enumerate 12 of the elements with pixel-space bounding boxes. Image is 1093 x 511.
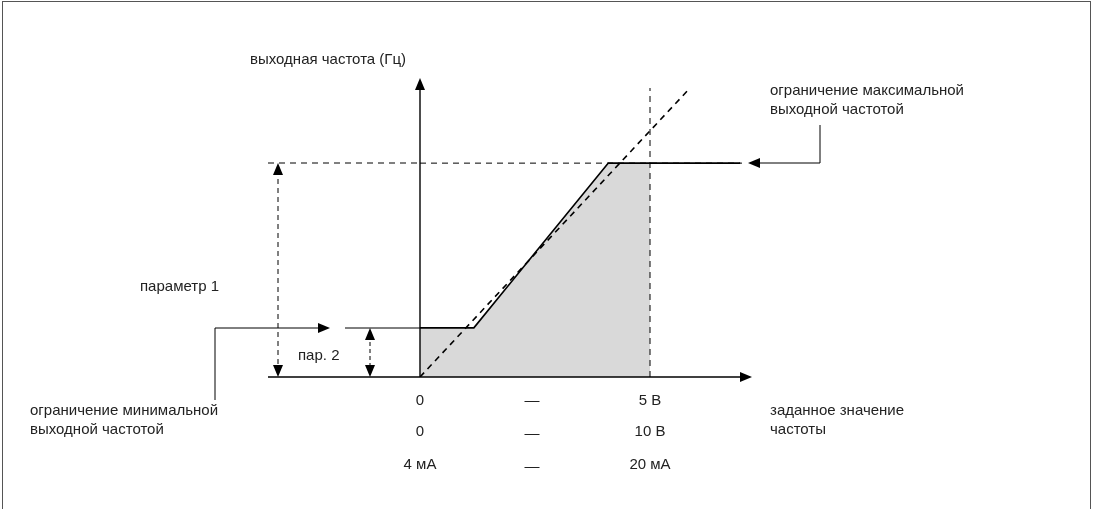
x-tick-label: 5 В [638,391,662,408]
text: — — — [524,389,540,476]
text: пар. 2 [298,345,340,364]
text: ограничение минимальной выходной частотой [30,400,219,438]
text: параметр 1 [140,276,220,295]
text: 0 [415,420,425,440]
y-axis-title: выходная частота (Гц) [250,50,407,67]
text: ограничение максимальной выходной частотой [770,80,964,118]
text: 20 мА [629,453,671,473]
text: 4 мА [403,453,437,473]
text: 10 В [634,420,666,440]
text: заданное значение частоты [770,400,905,438]
